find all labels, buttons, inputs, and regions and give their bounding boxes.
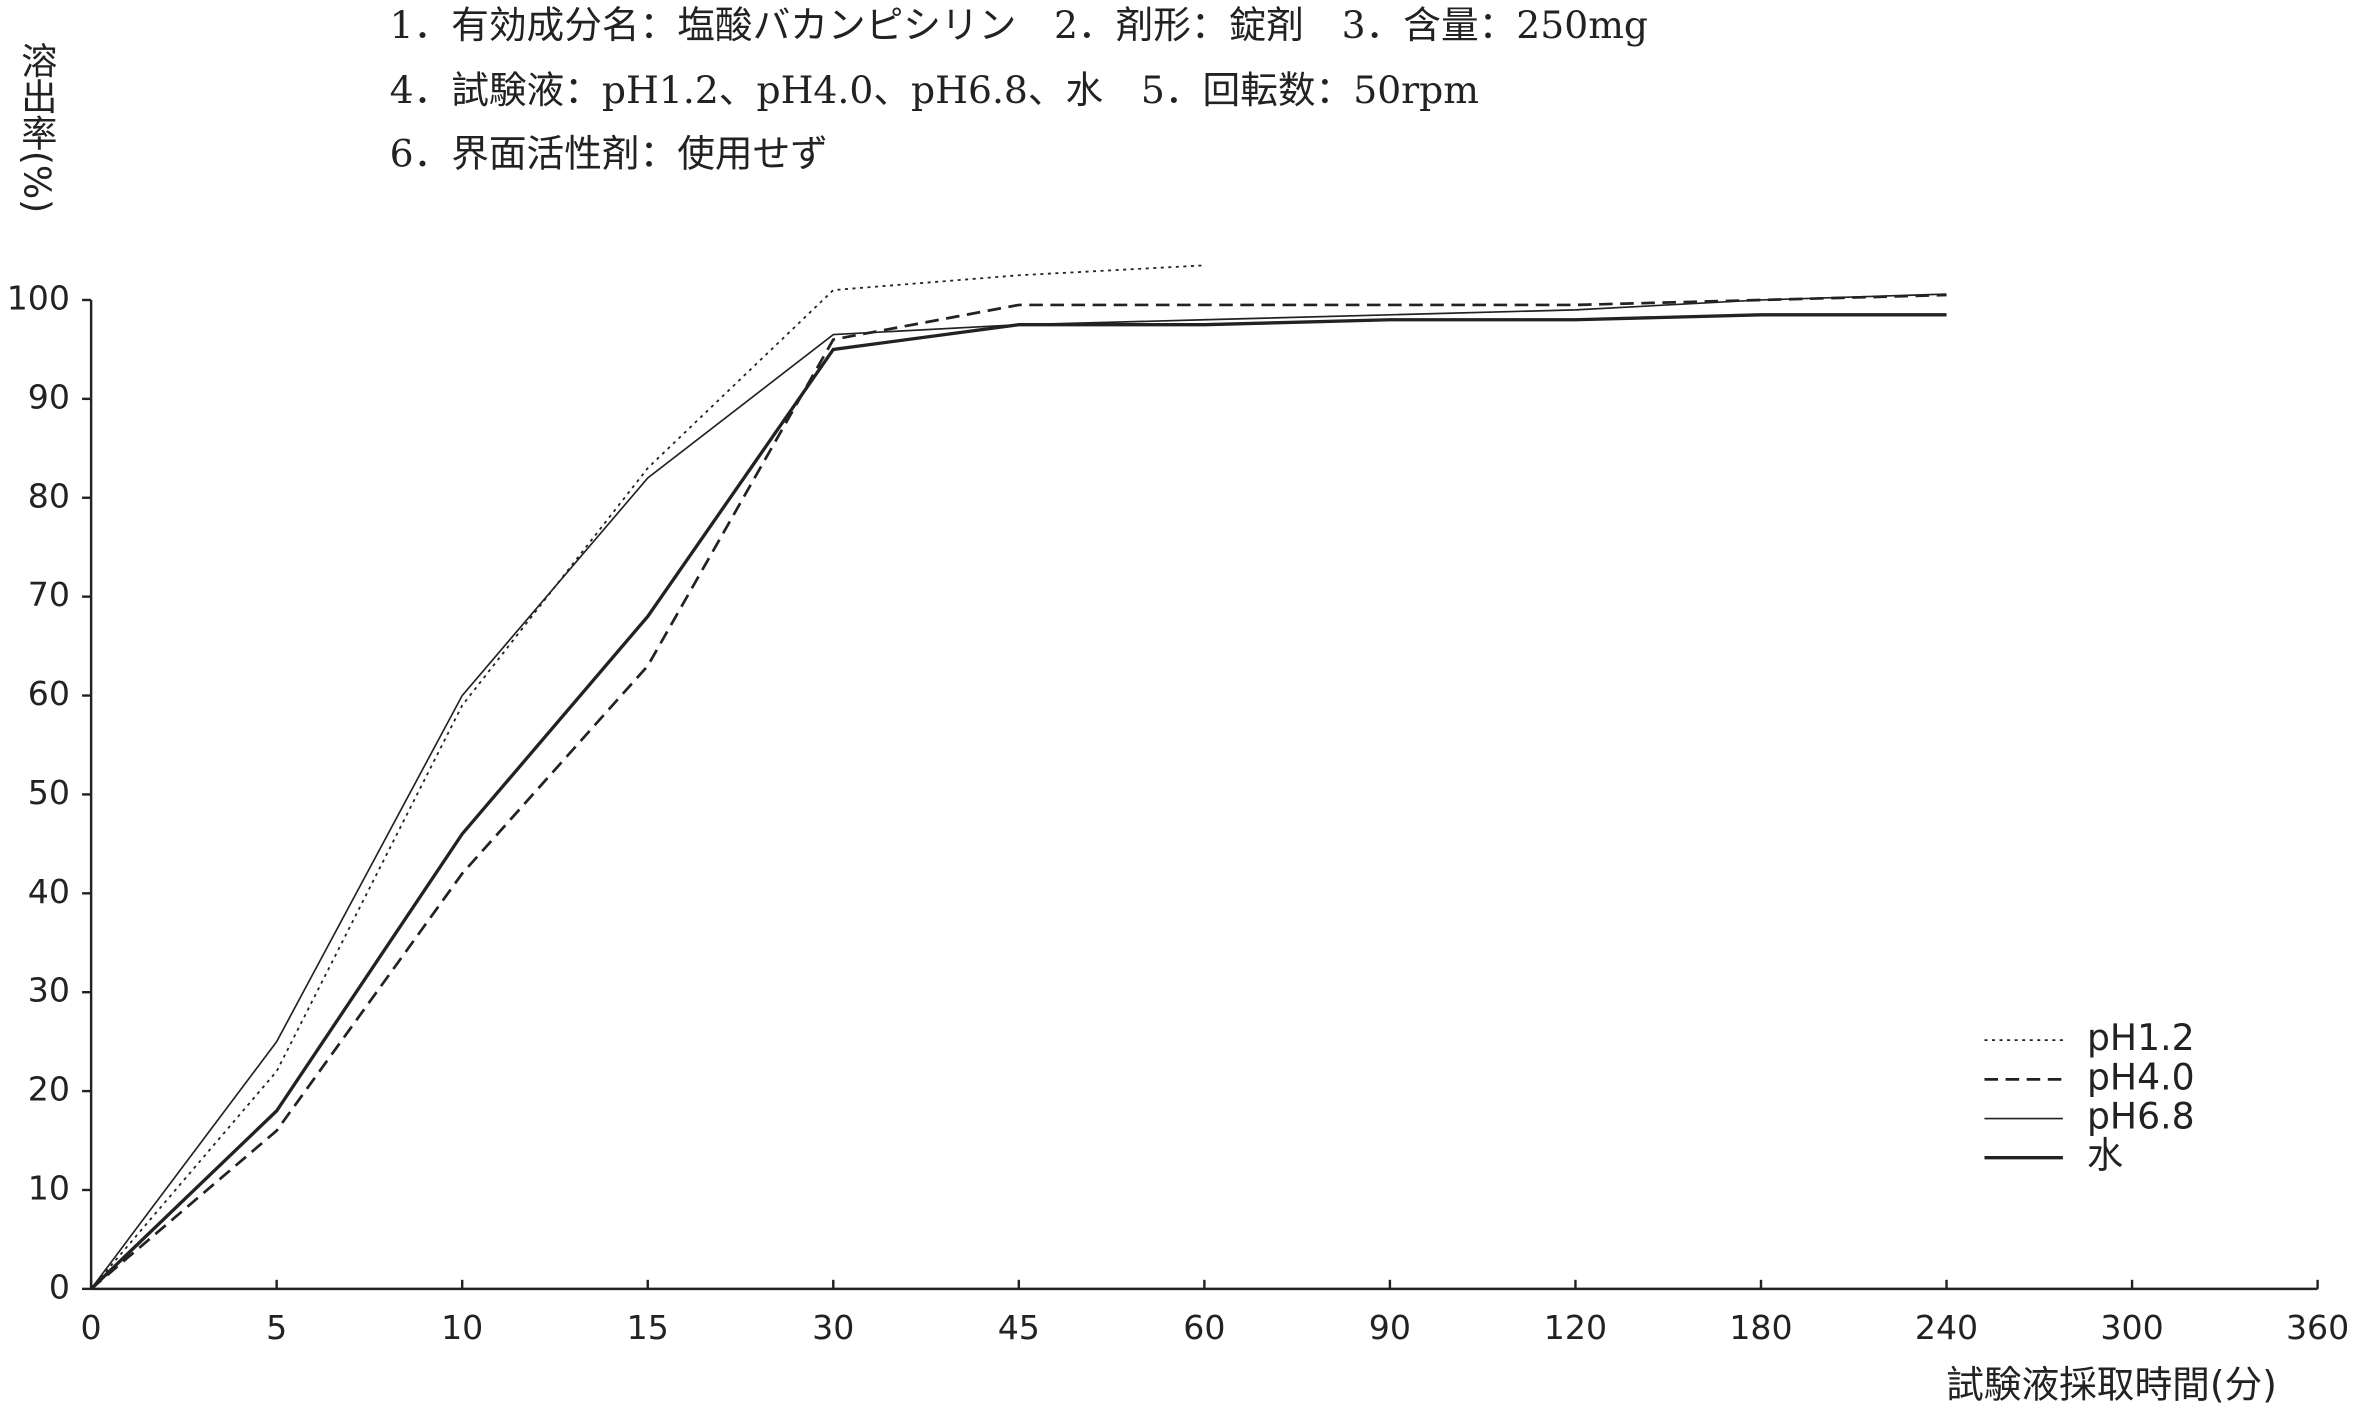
y-tick-label: 0 [49, 1267, 70, 1306]
series-line [90, 264, 1205, 1290]
y-tick-label: 40 [28, 872, 70, 911]
series-line [89, 313, 1947, 1291]
y-axis-label: 溶出率(%) [15, 42, 58, 213]
x-axis-label: 試験液採取時間(分) [1946, 1362, 2277, 1406]
y-tick-label: 100 [7, 278, 70, 317]
x-tick-label: 300 [2100, 1308, 2163, 1347]
y-tick-label: 50 [28, 773, 70, 812]
annotation: 1．有効成分名：塩酸バカンピシリン 2．剤形：錠剤 3．含量：250mg [390, 3, 1648, 47]
x-tick-label: 0 [81, 1308, 102, 1347]
y-tick-label: 30 [28, 971, 70, 1010]
x-tick-label: 120 [1544, 1308, 1607, 1347]
annotation: 4．試験液：pH1.2、pH4.0、pH6.8、水 5．回転数：50rpm [390, 68, 1479, 112]
legend-label: pH4.0 [2087, 1055, 2195, 1098]
y-tick-label: 90 [28, 377, 70, 416]
y-tick-label: 10 [28, 1168, 70, 1207]
x-tick-label: 60 [1183, 1308, 1225, 1347]
x-tick-label: 45 [998, 1308, 1040, 1347]
x-tick-label: 180 [1729, 1308, 1792, 1347]
legend-label: pH1.2 [2087, 1016, 2195, 1059]
x-tick-label: 5 [266, 1308, 287, 1347]
x-tick-label: 30 [812, 1308, 854, 1347]
y-tick-label: 70 [28, 575, 70, 614]
y-tick-label: 60 [28, 674, 70, 713]
x-tick-label: 360 [2286, 1308, 2349, 1347]
x-tick-label: 15 [627, 1308, 669, 1347]
x-tick-label: 240 [1915, 1308, 1978, 1347]
y-tick-label: 80 [28, 476, 70, 515]
x-tick-label: 90 [1369, 1308, 1411, 1347]
series-line [90, 293, 1947, 1290]
legend-label: 水 [2087, 1134, 2123, 1177]
series-line [90, 293, 1947, 1290]
x-tick-label: 10 [441, 1308, 483, 1347]
legend-label: pH6.8 [2087, 1095, 2195, 1138]
annotation: 6．界面活性剤：使用せず [390, 131, 828, 175]
y-tick-label: 20 [28, 1070, 70, 1109]
